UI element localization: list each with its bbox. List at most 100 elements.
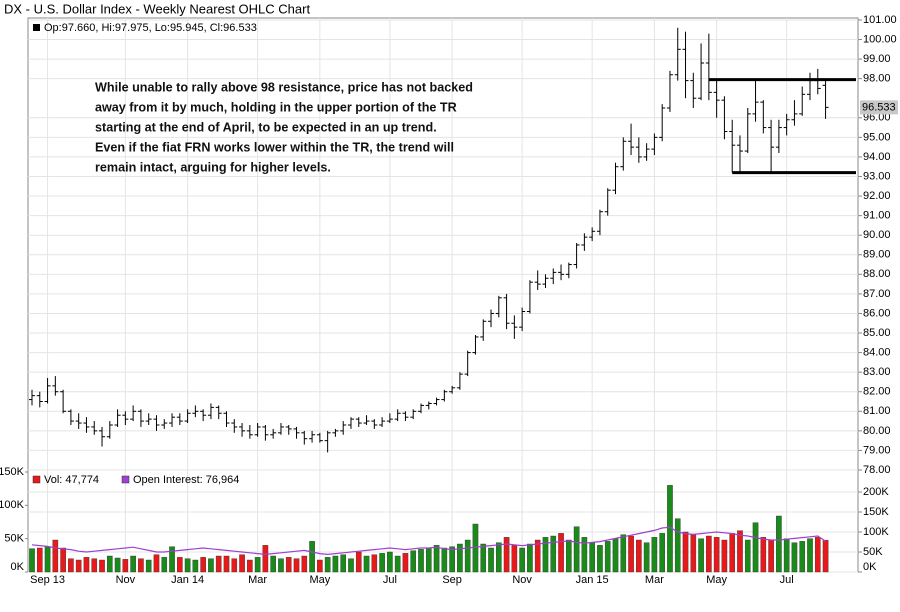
legend-swatch [33,24,40,31]
volume-bar [215,555,222,573]
legend-swatch [32,475,41,484]
chart-title: DX - U.S. Dollar Index - Weekly Nearest … [4,1,310,16]
x-tick-label: Sep [442,574,462,586]
volume-bar [729,533,735,573]
volume-bar [776,515,782,573]
volume-bar [457,543,463,573]
x-tick-label: Jan 14 [171,574,204,586]
x-tick-label: May [309,574,330,586]
volume-bar [441,547,448,573]
volume-bar [60,547,66,573]
volume-bar [138,558,144,573]
volume-bar [161,557,168,573]
y-tick-label: 92.00 [863,190,891,202]
volume-bar [309,541,315,573]
volume-bar [449,546,455,573]
volume-bar [387,551,393,573]
x-tick-label: Jan 15 [576,574,609,586]
volume-bar [496,542,502,573]
volume-bar [527,543,533,573]
annotation-line: away from it by much, holding in the upp… [95,100,457,114]
volume-bar [114,557,121,573]
y-tick-label: 93.00 [863,170,891,182]
y-tick-label: 100K [0,499,25,511]
volume-bar [425,547,432,573]
volume-bar [519,547,525,573]
price-panel [27,17,859,471]
x-tick-label: May [706,574,727,586]
volume-bar [145,559,152,573]
volume-bar [36,547,43,573]
volume-bar [713,537,720,573]
volume-bar [332,555,339,573]
y-tick-label: 50K [4,533,24,545]
volume-bar [682,531,689,573]
annotation-line: While unable to rally above 98 resistanc… [95,80,473,94]
volume-bar [200,557,206,573]
volume-bar [231,558,238,573]
y2-tick-label: 100K [863,526,889,538]
volume-bar [573,526,580,573]
annotation-line: remain intact, arguing for higher levels… [95,160,331,174]
y2-tick-label: 200K [863,486,889,498]
volume-bar [68,558,74,573]
volume-bar [184,558,191,573]
volume-bar [239,554,245,573]
volume-bar [75,559,82,573]
volume-bar [122,559,129,573]
y-tick-label: 86.00 [863,307,891,319]
y-tick-label: 84.00 [863,347,891,359]
volume-bar [534,539,541,573]
volume-bar [643,542,650,573]
y2-tick-label: 50K [863,546,883,558]
volume-bar [558,533,564,573]
volume-bar [464,539,471,573]
volume-bar [192,559,199,573]
volume-bar [363,555,370,573]
volume-bar [752,522,759,573]
volume-bar [402,553,409,573]
volume-bar [620,534,627,573]
volume-bar [254,557,261,573]
annotation-line: Even if the fiat FRN works lower within … [95,140,454,154]
volume-bar [418,549,424,573]
volume-bar [433,545,440,573]
price-legend: Op:97.660, Hi:97.975, Lo:95.945, Cl:96.5… [44,22,257,34]
volume-bar [285,557,292,573]
y-tick-label: 80.00 [863,425,891,437]
volume-bar [581,537,588,573]
y2-tick-label: 150K [863,506,889,518]
volume-bar [744,539,751,573]
y-tick-label: 82.00 [863,386,891,398]
volume-bar [371,554,378,573]
volume-bar [791,542,798,573]
y-tick-label: 88.00 [863,268,891,280]
volume-bar [822,539,829,573]
volume-bar [355,551,362,573]
volume-bar [317,559,323,573]
volume-bar [604,541,611,573]
x-tick-label: Sep 13 [30,574,65,586]
volume-bar [589,542,595,573]
y-tick-label: 90.00 [863,229,891,241]
y-tick-label: 81.00 [863,405,891,417]
x-tick-label: Mar [248,574,267,586]
y-tick-label: 78.00 [863,464,891,476]
volume-bar [690,534,697,573]
y-tick-label: 79.00 [863,444,891,456]
x-tick-label: Nov [512,574,532,586]
volume-bar [799,541,806,573]
y-tick-label: 83.00 [863,366,891,378]
last-price-label: 96.533 [862,101,896,113]
volume-bar [503,537,510,573]
volume-bar [247,559,253,573]
volume-bar [223,555,230,573]
volume-bar [278,558,284,573]
volume-bar [177,557,183,573]
volume-bar [659,533,665,573]
y-tick-label: 100.00 [863,33,897,45]
volume-bar [597,545,603,573]
volume-bar [153,554,160,573]
volume-bar [737,530,743,573]
